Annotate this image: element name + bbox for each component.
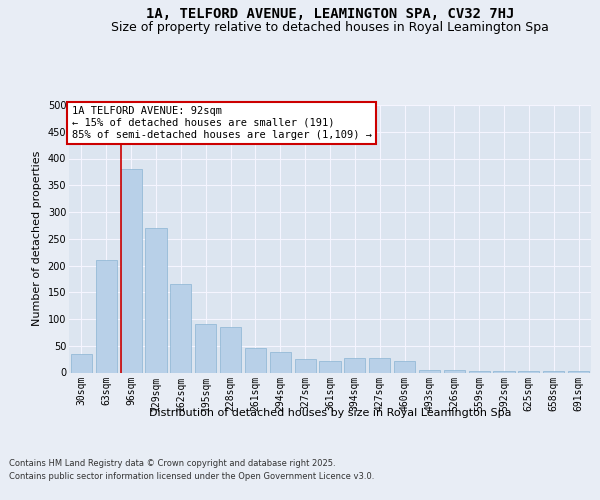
Text: 1A, TELFORD AVENUE, LEAMINGTON SPA, CV32 7HJ: 1A, TELFORD AVENUE, LEAMINGTON SPA, CV32… xyxy=(146,8,514,22)
Bar xyxy=(394,360,415,372)
Bar xyxy=(295,359,316,372)
Bar xyxy=(71,354,92,372)
Bar xyxy=(344,358,365,372)
Bar xyxy=(121,169,142,372)
Bar xyxy=(369,358,390,372)
Bar xyxy=(444,370,465,372)
Bar xyxy=(96,260,117,372)
Bar xyxy=(469,371,490,372)
Bar xyxy=(270,352,291,372)
Bar xyxy=(145,228,167,372)
Bar xyxy=(245,348,266,372)
Text: Contains public sector information licensed under the Open Government Licence v3: Contains public sector information licen… xyxy=(9,472,374,481)
Text: Size of property relative to detached houses in Royal Leamington Spa: Size of property relative to detached ho… xyxy=(111,21,549,34)
Bar xyxy=(195,324,216,372)
Bar xyxy=(220,327,241,372)
Y-axis label: Number of detached properties: Number of detached properties xyxy=(32,151,42,326)
Bar xyxy=(419,370,440,372)
Text: Contains HM Land Registry data © Crown copyright and database right 2025.: Contains HM Land Registry data © Crown c… xyxy=(9,458,335,468)
Bar xyxy=(319,360,341,372)
Bar xyxy=(170,284,191,372)
Text: Distribution of detached houses by size in Royal Leamington Spa: Distribution of detached houses by size … xyxy=(149,408,511,418)
Text: 1A TELFORD AVENUE: 92sqm
← 15% of detached houses are smaller (191)
85% of semi-: 1A TELFORD AVENUE: 92sqm ← 15% of detach… xyxy=(71,106,371,140)
